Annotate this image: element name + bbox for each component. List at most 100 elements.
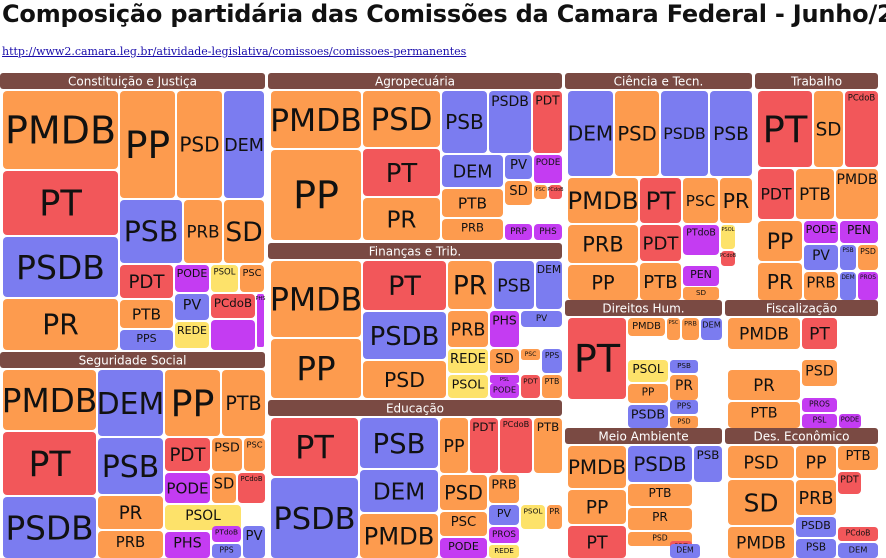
party-label-psb: PSB (102, 450, 160, 485)
party-cell-dem (670, 544, 700, 558)
party-label-pros: PROS (860, 275, 876, 281)
committee-constituicao-e-justica: Constituição e Justiça PMDB PT PSDB PR PP PSD D… (0, 73, 265, 350)
party-label-pdt: PDT (840, 474, 859, 485)
party-label-psol: PSOL (185, 508, 221, 524)
party-cell-prb (98, 531, 163, 558)
party-cell-phs (490, 311, 519, 347)
party-cell-prb (442, 219, 503, 240)
party-cell-sd (683, 287, 719, 300)
committee-header (268, 400, 562, 416)
party-cell-pdt (640, 225, 681, 261)
party-label-prp: PRP (510, 227, 527, 237)
party-label-psc: PSC (536, 187, 546, 193)
party-cell-pcdob (549, 185, 562, 199)
party-label-pcdob: PCdoB (547, 187, 564, 193)
committee-header-label: Finanças e Trib. (369, 245, 461, 259)
party-cell-pr (3, 299, 118, 350)
party-label-sd: SD (495, 352, 514, 367)
party-label-pps: PPS (136, 332, 156, 345)
party-cell-pp (568, 265, 638, 300)
party-cell-psd (670, 416, 698, 428)
committee-direitos-hum: Direitos Hum. PT PMDB PSC PRB DEM PSOL PP PSB PR P… (565, 300, 722, 428)
party-cell-ptb (222, 370, 265, 436)
party-cell-phs (165, 532, 210, 558)
party-cell-pcdob (500, 418, 532, 473)
party-label-ptb: PTB (537, 420, 559, 434)
party-label-psd: PSD (652, 534, 668, 543)
party-label-psol: PSOL (214, 267, 236, 277)
party-cell-pcdob (238, 473, 265, 503)
committee-header (565, 428, 722, 444)
party-label-pcdob: PCdoB (720, 253, 737, 259)
party-label-psd: PSD (371, 102, 433, 138)
party-label-psd: PSD (677, 418, 690, 426)
party-cell-ptb (120, 300, 173, 328)
party-cell-phs (534, 224, 562, 240)
party-cell-ptdob (212, 526, 241, 542)
party-label-pps: PPS (219, 546, 233, 555)
party-label-pmdb: PMDB (568, 456, 626, 479)
party-label-pp: PP (443, 437, 465, 457)
committee-header-label: Educação (386, 402, 444, 416)
party-label-pr: PR (675, 378, 693, 394)
party-label-pode: PODE (166, 479, 208, 497)
party-label-pps: PPS (677, 402, 691, 411)
party-label-pr: PR (387, 207, 417, 233)
party-label-pv: PV (536, 314, 547, 324)
party-cell-sd (224, 200, 264, 263)
party-label-pdt: PDT (535, 93, 560, 107)
party-cell-psdb (3, 497, 96, 558)
party-label-dem: DEM (841, 275, 854, 281)
party-label-dem: DEM (849, 544, 868, 554)
party-label-pmdb: PMDB (568, 186, 639, 215)
party-label-pcdob: PCdoB (214, 296, 252, 310)
committee-header-label: Direitos Hum. (602, 302, 684, 316)
party-label-pt: PT (645, 186, 676, 215)
party-cell-psb (98, 438, 163, 494)
party-cell-ptb (838, 446, 878, 470)
committee-header-label: Meio Ambiente (598, 430, 688, 444)
committee-header (755, 73, 878, 89)
party-cell-prb (804, 272, 838, 300)
party-label-pdt: PDT (523, 376, 538, 385)
party-cell-psdb (628, 446, 692, 482)
party-cell-sd (814, 91, 843, 167)
party-cell-prb (448, 311, 488, 347)
committee-ciencia-e-tecn: Ciência e Tecn. DEM PSD PSDB PSB PMDB PT PSC PR P… (565, 73, 752, 300)
party-cell-ptb (542, 375, 562, 398)
party-label-psc: PSC (243, 268, 262, 279)
party-label-psdb: PSDB (663, 124, 706, 143)
party-cell-pt (363, 149, 440, 196)
party-label-pr: PR (652, 510, 668, 524)
party-cell-psdb (796, 517, 836, 537)
party-label-psdb: PSDB (5, 509, 93, 547)
party-cell-dem (442, 155, 503, 187)
party-label-pt: PT (388, 271, 421, 302)
party-cell-pdt (120, 265, 173, 298)
party-label-psb: PSB (697, 448, 720, 462)
party-label-pmdb: PMDB (270, 103, 362, 139)
party-cell-pps (670, 400, 698, 414)
party-cell-pv (243, 526, 265, 558)
committee-header-label: Des. Econômico (754, 430, 850, 444)
party-label-ptb: PTB (750, 405, 777, 421)
committee-header (0, 352, 265, 368)
committee-header-label: Constituição e Justiça (68, 75, 197, 89)
party-label-ptb: PTB (799, 184, 831, 204)
party-cell-prb (489, 475, 519, 503)
party-cell-psdb (489, 91, 531, 153)
party-cell-psdb (628, 405, 668, 428)
source-link[interactable]: http://www2.camara.leg.br/atividade-legi… (2, 45, 467, 58)
party-cell-psol (628, 360, 668, 382)
party-label-pp: PP (642, 386, 655, 398)
party-label-psd: PSD (805, 363, 834, 379)
party-label-pr: PR (119, 503, 143, 524)
party-label-sd: SD (816, 120, 842, 141)
committee-agropecuaria: Agropecuária PMDB PP PSD PT PR PSB PSDB PDT DEM PV… (268, 73, 564, 240)
party-cell-pcdob (845, 91, 878, 167)
party-label-pode: PODE (536, 158, 561, 168)
party-cell-psl (490, 375, 519, 383)
party-label-psb: PSB (124, 216, 179, 249)
party-label-sd: SD (225, 217, 262, 248)
committee-header-label: Agropecuária (375, 75, 455, 89)
